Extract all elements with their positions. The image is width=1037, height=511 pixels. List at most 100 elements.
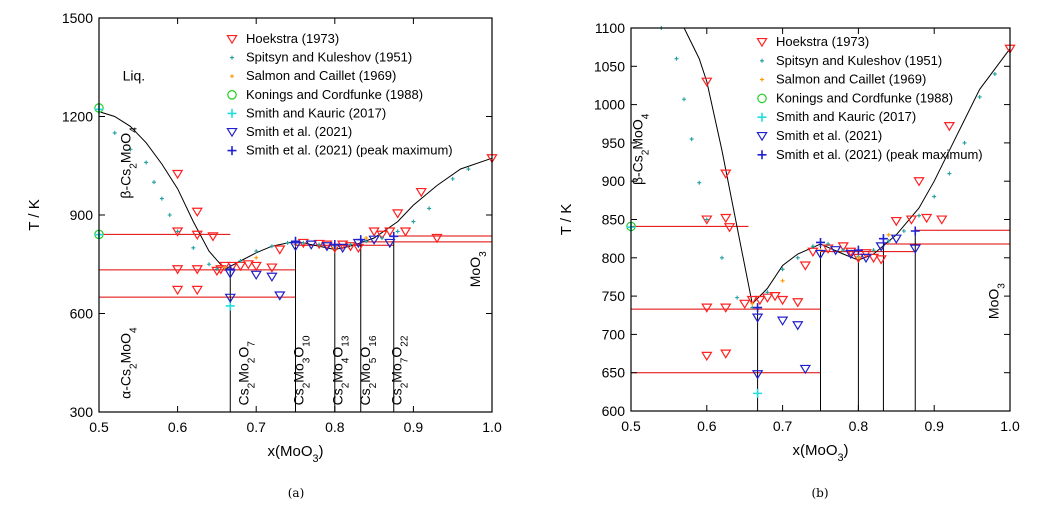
phase-label: Cs2Mo4O13 — [330, 335, 352, 405]
data-point — [701, 351, 713, 362]
data-point — [792, 321, 804, 331]
data-point — [234, 261, 247, 272]
data-point — [254, 249, 259, 254]
data-point — [841, 248, 846, 253]
data-point — [297, 238, 310, 249]
series-5 — [94, 104, 235, 311]
data-point — [222, 265, 227, 270]
data-point — [159, 196, 164, 201]
data-point — [305, 240, 317, 250]
legend-marker — [760, 77, 764, 82]
data-point — [697, 180, 702, 185]
liquidus-curve — [98, 111, 226, 270]
data-point — [431, 233, 443, 244]
data-point — [191, 285, 203, 296]
data-point — [450, 176, 455, 181]
y-tick-label: 1200 — [62, 109, 93, 125]
phase-label: α-Cs2MoO4 — [117, 327, 139, 399]
legend-marker — [757, 112, 767, 122]
data-point — [917, 213, 922, 218]
data-point — [826, 242, 831, 247]
y-tick-label: 900 — [602, 173, 626, 189]
data-point — [274, 291, 286, 301]
data-point — [962, 140, 967, 145]
data-point — [191, 265, 203, 275]
data-point — [399, 227, 412, 237]
data-point — [890, 234, 902, 244]
data-point — [816, 237, 825, 247]
legend-entry: Salmon and Caillet (1969) — [776, 72, 926, 87]
panel-label: (b) — [811, 486, 828, 500]
legend: Hoekstra (1973) Spitsyn and Kuleshov (195… — [226, 31, 453, 158]
data-point — [266, 263, 278, 273]
data-point — [356, 235, 366, 245]
phase-label: Cs2Mo7O22 — [389, 335, 411, 405]
data-point — [746, 295, 758, 306]
y-tick-label: 900 — [70, 207, 94, 223]
data-point — [754, 295, 766, 306]
data-point — [890, 216, 902, 227]
data-point — [753, 303, 763, 313]
data-point — [860, 249, 872, 259]
data-point — [878, 234, 888, 244]
data-point — [274, 245, 286, 255]
data-point — [853, 245, 863, 255]
data-point — [829, 246, 842, 256]
data-point — [321, 242, 333, 252]
x-tick-label: 0.6 — [168, 419, 188, 435]
x-tick-label: 0.9 — [924, 418, 944, 434]
data-point — [886, 238, 891, 243]
data-point — [330, 240, 340, 250]
data-point — [392, 209, 404, 219]
phase-label: Cs2Mo5O16 — [357, 335, 379, 405]
data-point — [901, 228, 906, 233]
data-point — [250, 270, 262, 281]
data-point — [750, 301, 755, 306]
data-point — [152, 180, 157, 185]
data-point — [112, 130, 117, 135]
legend-entry: Smith and Kauric (2017) — [776, 109, 916, 124]
legend-entry: Hoekstra (1973) — [246, 31, 339, 46]
data-point — [207, 262, 212, 267]
data-point — [411, 219, 416, 224]
data-point — [291, 236, 300, 246]
series-1 — [171, 154, 498, 296]
legend-entry: Hoekstra (1973) — [776, 34, 869, 49]
data-point — [723, 223, 736, 233]
data-point — [780, 267, 785, 272]
data-point — [735, 295, 740, 300]
liquidus-curve — [751, 48, 1011, 305]
data-point — [909, 244, 921, 254]
y-tick-label: 600 — [602, 403, 626, 419]
x-tick-label: 1.0 — [1000, 418, 1020, 434]
data-point — [254, 255, 259, 260]
legend-marker — [227, 146, 237, 156]
y-tick-label: 800 — [602, 250, 626, 266]
x-tick-label: 0.7 — [773, 418, 793, 434]
legend-entry: Smith et al. (2021) — [776, 128, 882, 143]
data-point — [171, 169, 184, 180]
data-point — [936, 215, 948, 225]
phase-label: Liq. — [123, 67, 146, 83]
legend-entry: Salmon and Caillet (1969) — [246, 68, 396, 83]
y-tick-label: 1500 — [62, 10, 93, 26]
data-point — [701, 303, 713, 313]
legend-marker — [757, 93, 767, 104]
legend-marker — [760, 58, 764, 63]
x-tick-label: 0.9 — [404, 419, 424, 435]
data-point — [389, 231, 399, 241]
data-point — [932, 194, 937, 199]
chart-panel-2: 0.5 0.6 0.7 0.8 0.9 1.0 600 650 700 750 800 850 900 9… — [558, 20, 1020, 500]
x-tick-label: 0.7 — [246, 419, 266, 435]
data-point — [751, 370, 764, 380]
data-point — [871, 248, 876, 253]
y-tick-label: 700 — [602, 326, 626, 342]
data-point — [751, 313, 764, 323]
y-tick-label: 850 — [602, 212, 626, 228]
data-point — [867, 253, 880, 264]
y-axis-label: T / K — [558, 204, 575, 235]
data-point — [860, 253, 872, 264]
series-2 — [659, 26, 997, 310]
data-point — [682, 97, 687, 102]
legend-entry: Konings and Cordfunke (1988) — [246, 87, 423, 102]
